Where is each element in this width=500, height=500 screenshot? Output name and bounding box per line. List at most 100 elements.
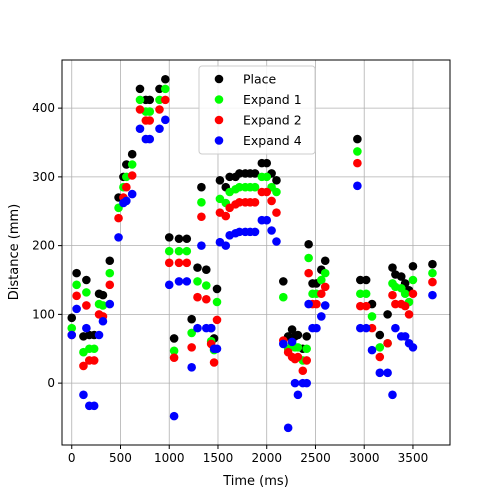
data-point [212,344,222,354]
y-tick-label: 400 [32,101,55,115]
data-point [353,158,362,168]
data-point [262,215,272,225]
data-point [212,297,222,307]
data-point [367,345,377,355]
data-point [161,115,170,125]
data-point [145,134,155,144]
legend: Place Expand 1 Expand 2 Expand 4 [198,65,316,155]
data-point [182,277,192,286]
data-point [304,299,313,309]
data-point [361,323,371,333]
data-point [250,227,260,237]
y-tick-label: 300 [32,170,55,184]
data-point [361,275,371,285]
data-point [320,301,330,310]
data-point [206,323,216,333]
data-point [262,158,272,168]
data-point [98,301,108,310]
data-point [82,288,91,297]
x-tick-label: 500 [109,451,132,465]
data-point [155,124,164,134]
data-point [193,263,202,272]
data-point [127,189,137,199]
data-point [201,294,211,304]
data-point [287,325,297,334]
data-point [290,378,300,388]
data-point [114,233,123,242]
data-point [82,323,91,333]
legend-label: Expand 1 [243,92,302,107]
data-point [302,356,311,365]
data-point [67,313,77,323]
data-point [89,344,99,354]
data-point [283,423,293,433]
y-axis-ticks: 0 100 200 300 400 [32,101,62,390]
data-point [287,337,297,347]
data-point [212,284,222,294]
data-point [161,74,170,84]
data-point [169,346,179,356]
data-point [408,275,418,285]
data-point [375,352,385,362]
x-tick-label: 1500 [203,451,234,465]
data-point [79,390,88,400]
data-point [127,171,137,180]
data-point [250,182,260,192]
data-point [353,134,362,144]
data-point [127,149,137,159]
series-group [67,115,437,433]
legend-label: Expand 4 [243,133,302,148]
data-point [72,291,81,301]
data-point [320,282,330,292]
data-point [182,234,192,244]
data-point [164,233,174,242]
data-points [67,74,437,433]
data-point [408,261,418,271]
data-point [169,411,179,421]
data-point [161,95,170,105]
data-point [67,323,77,333]
data-point [187,314,196,324]
data-point [267,196,276,206]
data-point [278,277,288,286]
data-point [182,258,192,268]
x-tick-label: 0 [68,451,76,465]
data-point [135,95,145,105]
legend-label: Expand 2 [243,113,302,128]
plot-frame [61,59,451,446]
data-point [320,256,330,266]
data-point [304,239,313,249]
data-point [304,253,313,263]
data-point [383,338,392,348]
data-point [293,330,303,340]
x-tick-label: 3500 [398,451,429,465]
data-point [174,258,184,268]
x-tick-label: 2000 [251,451,282,465]
data-point [215,176,225,185]
data-point [212,315,222,325]
data-point [197,212,206,222]
data-point [105,268,115,278]
data-point [278,339,288,349]
data-point [89,356,99,365]
data-point [187,328,196,338]
data-point [428,259,437,269]
data-point [201,281,211,290]
data-point [135,105,145,114]
data-point [272,176,281,185]
y-axis-label: Distance (mm) [7,204,22,300]
legend-marker [214,136,224,145]
data-point [201,265,211,274]
data-point [428,277,437,287]
data-point [221,211,231,221]
data-point [408,343,418,352]
data-point [302,332,311,341]
data-point [383,368,392,378]
data-point [391,323,400,333]
data-point [317,312,326,321]
data-point [209,358,219,367]
data-point [89,401,99,411]
data-point [145,107,155,116]
data-point [72,304,81,314]
data-point [193,323,202,333]
